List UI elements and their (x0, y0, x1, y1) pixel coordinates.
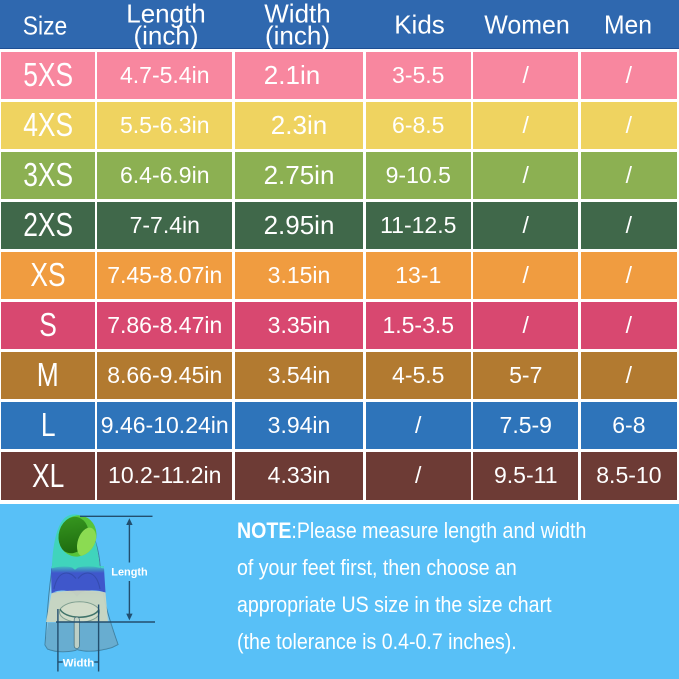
svg-text:Length: Length (111, 567, 148, 579)
svg-text:Width: Width (63, 658, 95, 670)
